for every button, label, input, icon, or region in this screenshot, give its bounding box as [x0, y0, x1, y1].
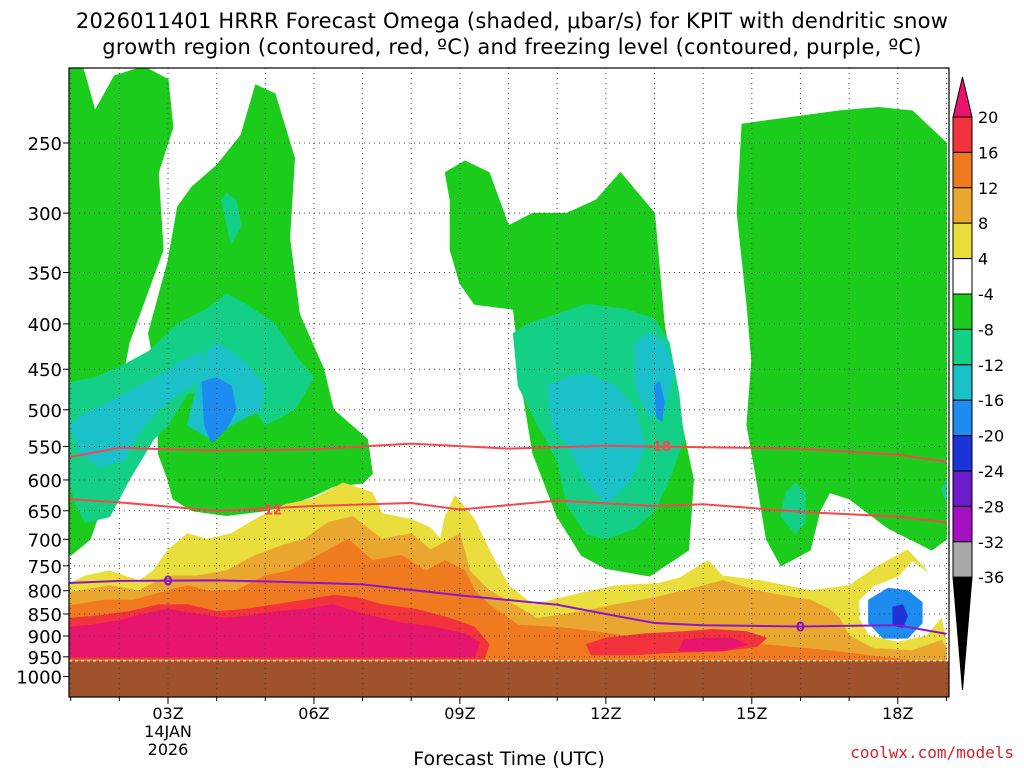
contour-m12 — [69, 498, 947, 524]
x-tick-label-15Z: 15Z — [736, 704, 767, 723]
x-tick-label-12Z: 12Z — [590, 704, 621, 723]
y-tick-label-350: 350 — [28, 263, 62, 284]
omega-region-p20-0 — [69, 604, 480, 658]
omega-region-m20-0 — [892, 604, 908, 628]
contour-label-3: 0 — [796, 620, 805, 635]
colorbar-label-4: 4 — [978, 250, 988, 269]
x-tick-label-18Z: 18Z — [882, 704, 913, 723]
colorbar-label-2: 12 — [978, 179, 998, 198]
contour-0 — [69, 579, 947, 635]
omega-region-m16-1 — [654, 381, 665, 422]
y-tick-label-250: 250 — [28, 134, 62, 155]
colorbar-cap-bottom — [952, 576, 973, 691]
y-tick-label-900: 900 — [28, 627, 62, 648]
colorbar-segment-10 — [952, 470, 973, 507]
colorbar-label-1: 16 — [978, 143, 998, 162]
colorbar-segment-9 — [952, 435, 973, 472]
plot-area — [69, 68, 949, 697]
y-tick-label-400: 400 — [28, 315, 62, 336]
colorbar-label-11: -28 — [978, 497, 1004, 516]
contour-label-0: -18 — [648, 440, 672, 455]
credit-text: coolwx.com/models — [850, 743, 1014, 762]
grid — [69, 68, 949, 697]
y-axis: 2503003504004505005506006507007508008509… — [16, 134, 69, 689]
y-tick-label-800: 800 — [28, 582, 62, 603]
colorbar-label-10: -24 — [978, 462, 1004, 481]
omega-region-m8-4 — [941, 479, 947, 503]
omega-region-m8-3 — [221, 192, 242, 245]
x-tick-label-06Z: 06Z — [298, 704, 329, 723]
y-tick-label-1000: 1000 — [16, 668, 62, 689]
omega-region-m16-0 — [201, 377, 237, 444]
colorbar-segment-12 — [952, 541, 973, 578]
y-tick-label-850: 850 — [28, 605, 62, 626]
colorbar-segment-0 — [952, 116, 973, 153]
y-tick-label-450: 450 — [28, 360, 62, 381]
colorbar: 20 16 12 8 4 -4 -8 -12 -16 -20 -24 -28 -32 -36 — [952, 76, 1004, 691]
chart-title-line-1: 2026011401 HRRR Forecast Omega (shaded, … — [75, 9, 949, 33]
colorbar-segment-3 — [952, 222, 973, 260]
omega-region-m8-0 — [69, 293, 315, 523]
y-tick-label-650: 650 — [28, 502, 62, 523]
colorbar-segment-8 — [952, 399, 973, 437]
colorbar-label-8: -16 — [978, 391, 1004, 410]
colorbar-segment-5 — [952, 293, 973, 330]
colorbar-label-3: 8 — [978, 214, 988, 233]
colorbar-label-7: -12 — [978, 356, 1004, 375]
colorbar-label-9: -20 — [978, 427, 1004, 446]
colorbar-segment-11 — [952, 505, 973, 543]
colorbar-label-6: -8 — [978, 320, 994, 339]
colorbar-segment-2 — [952, 187, 973, 224]
colorbar-label-0: 20 — [978, 108, 998, 127]
contours: -18 -12 0 0 — [69, 440, 947, 635]
y-tick-label-950: 950 — [28, 648, 62, 669]
omega-region-m4-3 — [736, 107, 947, 567]
omega-region-m12-3 — [634, 332, 675, 418]
contour-m18 — [69, 442, 947, 463]
colorbar-label-5: -4 — [978, 285, 994, 304]
colorbar-segment-7 — [952, 364, 973, 401]
colorbar-label-13: -36 — [978, 568, 1004, 587]
omega-region-m12-0 — [70, 351, 203, 468]
omega-region-m8-2 — [780, 482, 806, 535]
x-tick-label-09Z: 09Z — [444, 704, 475, 723]
y-tick-label-600: 600 — [28, 471, 62, 492]
omega-region-m12-2 — [547, 373, 646, 506]
x-axis-title: Forecast Time (UTC) — [413, 748, 604, 768]
colorbar-cap-top — [952, 76, 973, 118]
y-tick-label-750: 750 — [28, 557, 62, 578]
contour-label-1: -12 — [258, 504, 282, 519]
colorbar-segment-4 — [952, 258, 973, 295]
colorbar-segment-1 — [952, 151, 973, 189]
y-tick-label-500: 500 — [28, 401, 62, 422]
y-tick-label-300: 300 — [28, 204, 62, 225]
x-date-day: 14JAN — [144, 722, 192, 741]
y-tick-label-550: 550 — [28, 437, 62, 458]
contour-label-2: 0 — [163, 574, 172, 589]
omega-region-m12-4 — [602, 420, 617, 461]
chart-title-line-2: growth region (contoured, red, ºC) and f… — [102, 35, 922, 59]
colorbar-segment-6 — [952, 328, 973, 366]
y-tick-label-700: 700 — [28, 530, 62, 551]
x-date-year: 2026 — [148, 740, 189, 759]
x-tick-label-03Z: 03Z — [152, 704, 183, 723]
colorbar-label-12: -32 — [978, 533, 1004, 552]
